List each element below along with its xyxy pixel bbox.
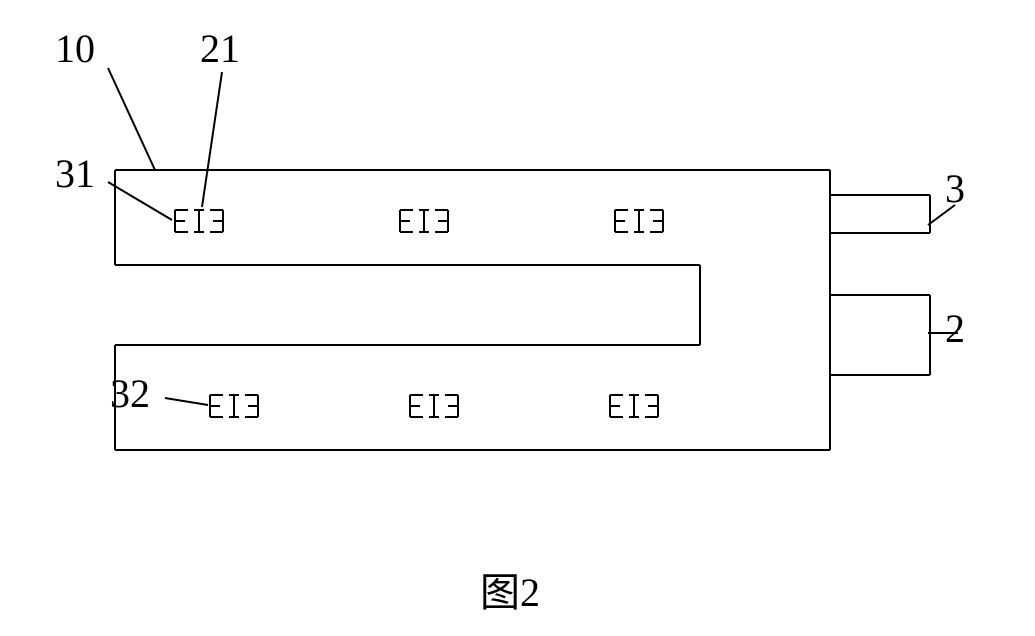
label-10: 10 xyxy=(55,25,95,72)
label-32: 32 xyxy=(110,370,150,417)
label-21: 21 xyxy=(200,25,240,72)
label-2: 2 xyxy=(945,305,965,352)
label-31: 31 xyxy=(55,150,95,197)
figure-caption: 图2 xyxy=(480,560,540,618)
label-3: 3 xyxy=(945,165,965,212)
diagram-canvas xyxy=(0,0,1035,636)
